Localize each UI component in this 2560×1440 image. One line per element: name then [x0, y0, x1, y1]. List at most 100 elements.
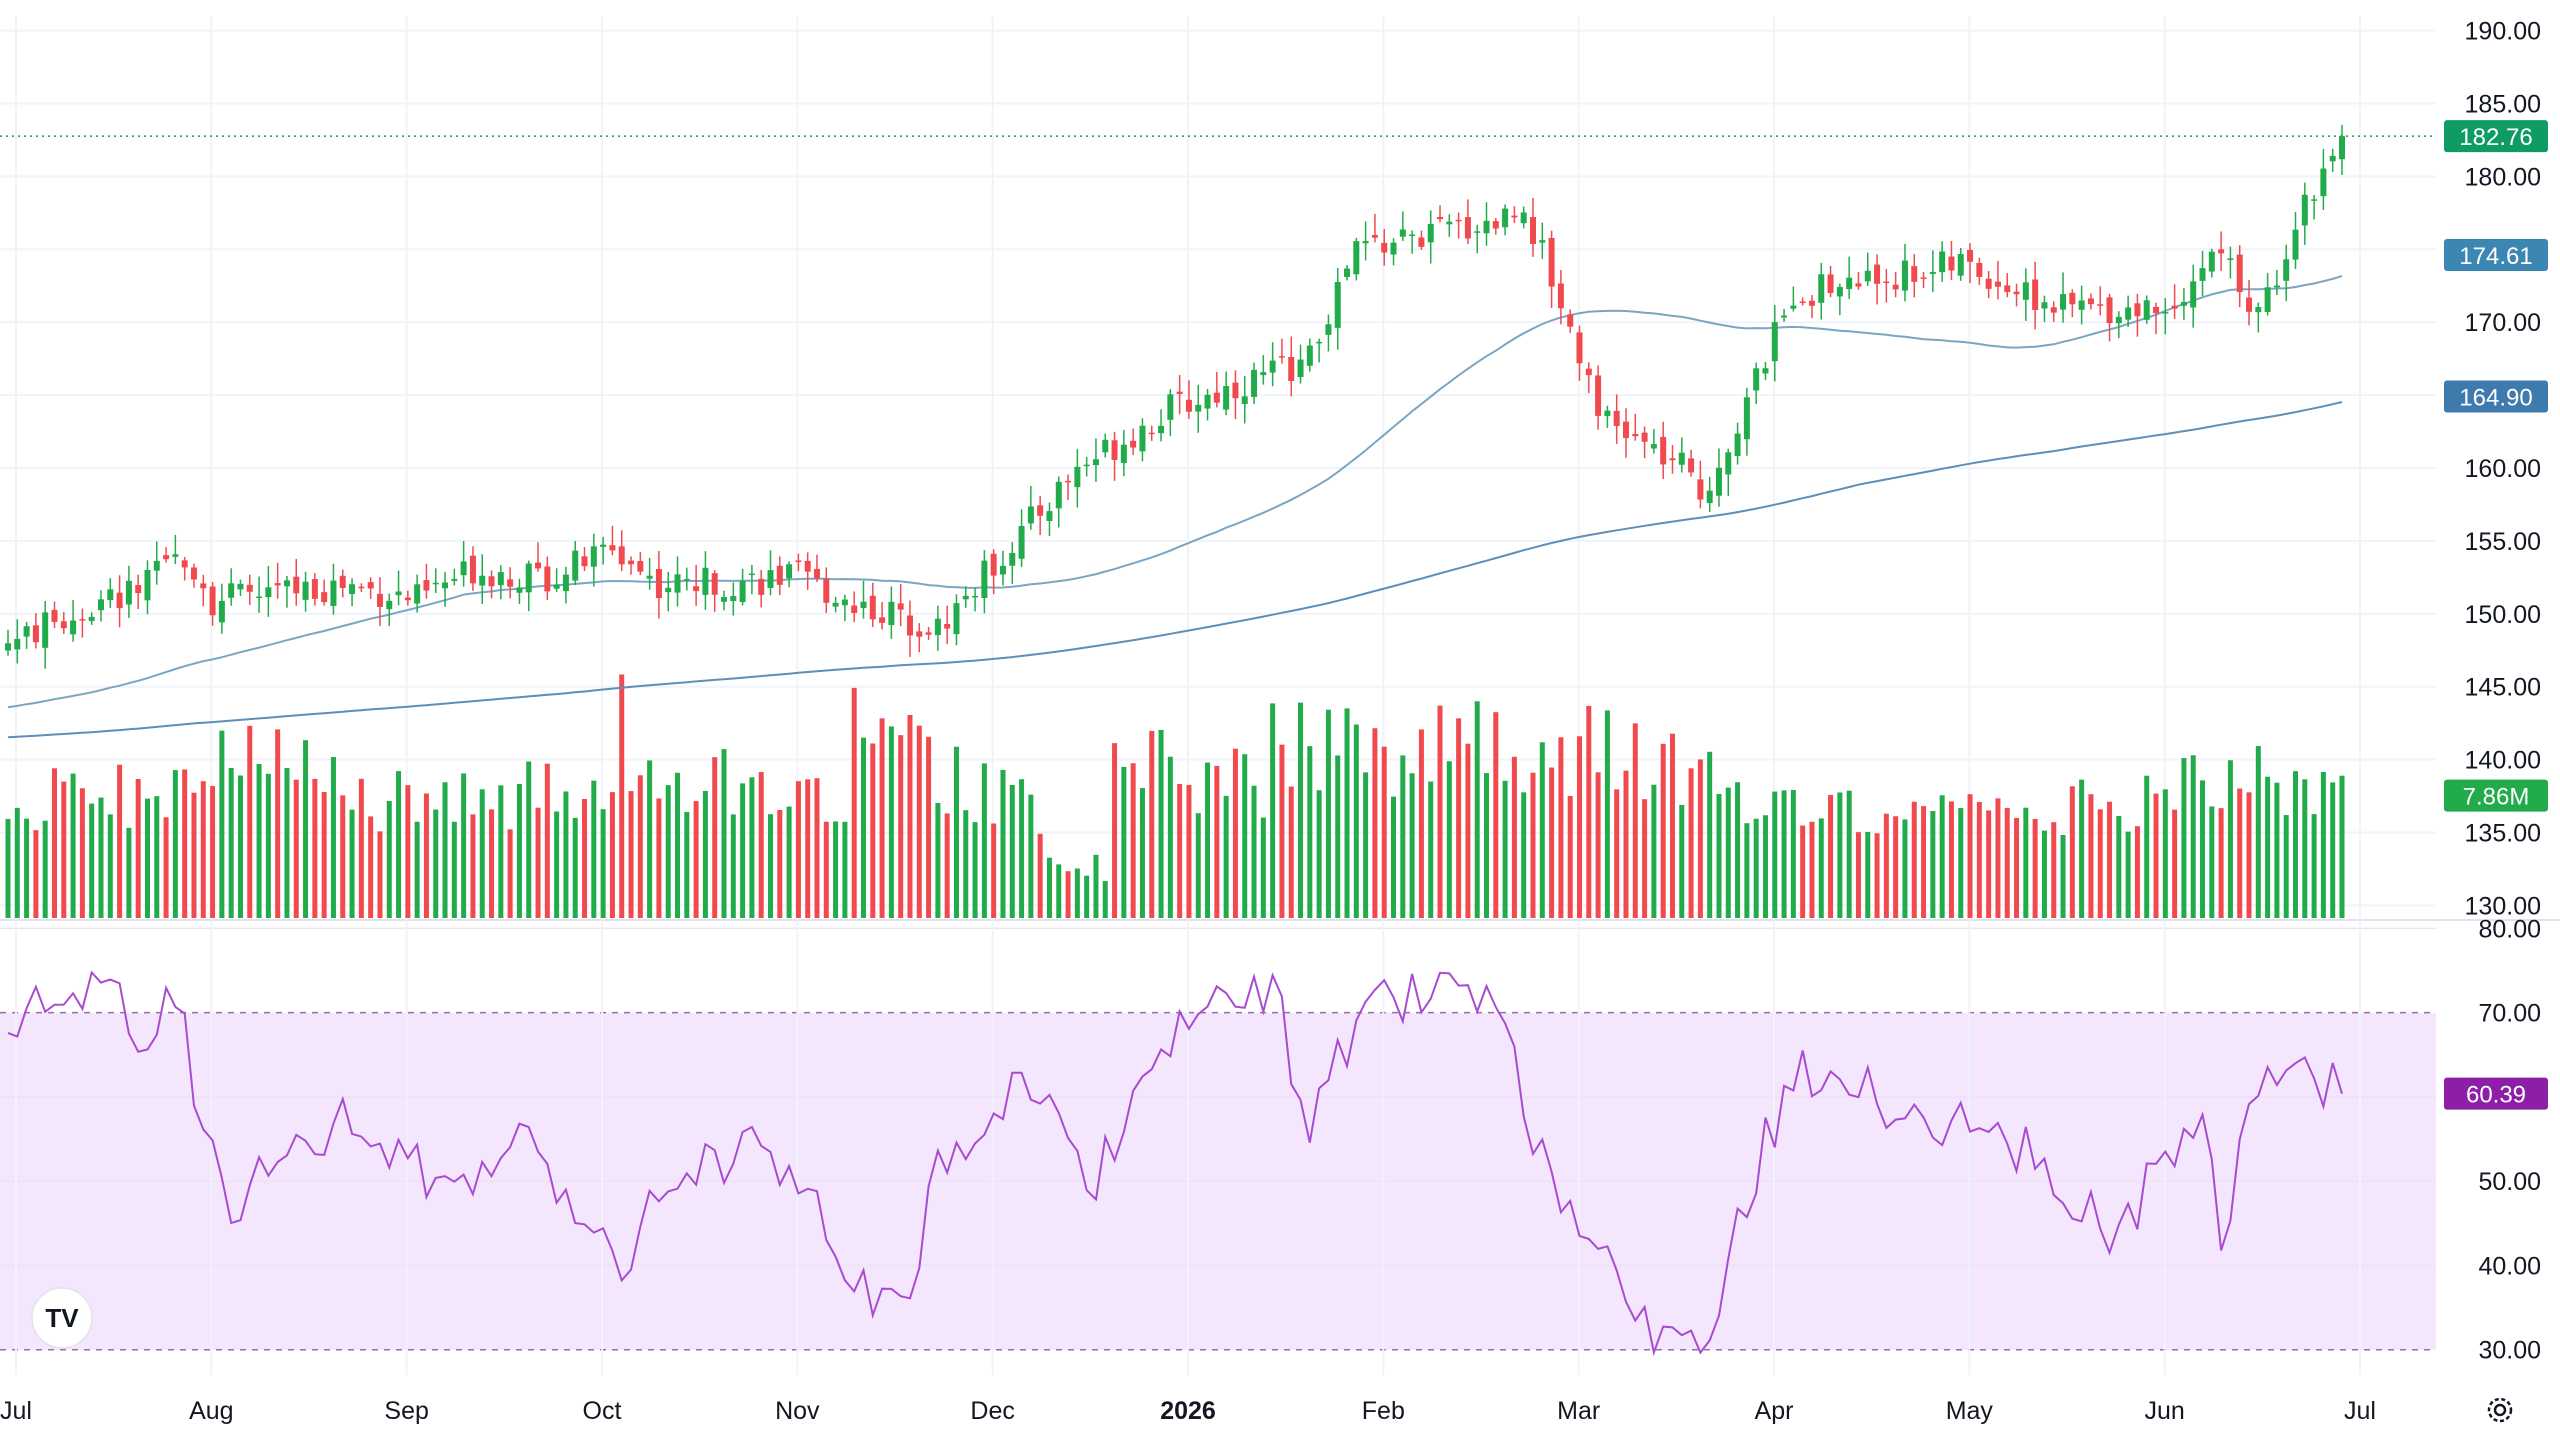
volume-bar [423, 793, 429, 918]
volume-bar [98, 797, 104, 918]
volume-bar [117, 764, 123, 918]
candle-body [51, 609, 58, 622]
volume-bar [795, 781, 801, 918]
volume-bar [1484, 773, 1490, 918]
volume-bar [368, 816, 374, 918]
candle-body [1874, 264, 1881, 284]
candle-body [1920, 277, 1927, 279]
candle-body [1929, 271, 1936, 274]
candle-body [330, 580, 337, 606]
volume-bar [2116, 816, 2122, 918]
volume-bar [1288, 786, 1294, 918]
candle-body [488, 576, 495, 587]
candle-body [14, 638, 21, 650]
candle-body [190, 567, 197, 580]
volume-bar [1986, 810, 1992, 918]
candle-body [367, 582, 374, 589]
volume-bar [1790, 789, 1796, 918]
tradingview-logo[interactable]: TV [31, 1287, 93, 1349]
volume-bar [842, 821, 848, 918]
volume-bar [1939, 795, 1945, 918]
volume-bar [516, 783, 522, 918]
volume-bar [14, 807, 20, 918]
volume-bar [554, 811, 560, 918]
candle-body [1530, 216, 1537, 244]
candle-body [1567, 314, 1574, 327]
volume-bar [135, 778, 141, 918]
volume-bar [907, 715, 913, 918]
current-price-badge-bg [2444, 120, 2548, 153]
volume-bar [1084, 875, 1090, 918]
candle-body [562, 574, 569, 592]
candle-body [163, 555, 170, 560]
candle-body [1790, 305, 1797, 309]
candle-body [2339, 136, 2345, 160]
volume-bar [182, 769, 188, 918]
volume-bar [2023, 807, 2029, 918]
volume-bar [758, 772, 764, 918]
time-axis-label: Jul [2344, 1397, 2376, 1425]
volume-bar [1846, 790, 1852, 918]
volume-bar [1902, 819, 1908, 918]
volume-bar [163, 817, 169, 918]
volume-bar [1567, 795, 1573, 918]
volume-bar [1642, 799, 1648, 918]
volume-bar [2041, 830, 2047, 918]
volume-bar [1158, 729, 1164, 918]
time-axis-label: Aug [189, 1397, 233, 1425]
candle-body [311, 579, 318, 599]
candle-body [879, 617, 886, 623]
volume-bar [70, 773, 76, 918]
price-tick-label: 135.00 [2465, 820, 2541, 848]
volume-badge: 7.86M [2463, 784, 2530, 811]
volume-bar [1511, 756, 1517, 918]
gear-icon[interactable] [2487, 1397, 2513, 1423]
volume-bar [433, 809, 439, 918]
candle-body [1344, 268, 1351, 277]
volume-bars [5, 674, 2345, 918]
volume-badge-bg [2444, 779, 2548, 812]
candle-body [1204, 394, 1211, 409]
candle-body [172, 554, 179, 557]
volume-bar [89, 803, 95, 918]
candle-body [1706, 490, 1713, 504]
candle-body [1009, 552, 1016, 566]
volume-bar [2320, 771, 2326, 918]
candle-body [70, 620, 77, 635]
volume-bar [675, 772, 681, 918]
volume-bar [544, 763, 550, 918]
volume-bar [1632, 723, 1638, 918]
candle-body [97, 599, 104, 611]
candle-body [1669, 458, 1676, 461]
candle-body [1976, 262, 1983, 277]
volume-bar [619, 674, 625, 918]
candle-body [265, 587, 272, 598]
volume-bar [1818, 818, 1824, 918]
candle-body [1660, 436, 1667, 465]
candle-body [776, 565, 783, 585]
volume-bar [1474, 701, 1480, 918]
volume-bar [1651, 784, 1657, 918]
candle-body [1604, 410, 1611, 417]
candle-body [758, 578, 765, 595]
candle-body [23, 626, 30, 637]
candle-body [516, 587, 523, 593]
candle-body [1743, 397, 1750, 440]
volume-bar [1167, 756, 1173, 918]
candle-body [2273, 285, 2280, 288]
volume-bar [284, 767, 290, 918]
candle-body [851, 605, 858, 614]
volume-bar [1967, 794, 1973, 918]
volume-bar [1112, 743, 1118, 918]
candle-body [916, 631, 923, 637]
candle-body [1306, 345, 1313, 366]
candle-body [2329, 155, 2336, 162]
time-axis-label: Oct [583, 1397, 622, 1425]
volume-bar [1753, 818, 1759, 918]
volume-bar [2218, 808, 2224, 918]
candle-body [655, 568, 662, 599]
candle-body [414, 584, 421, 604]
candle-body [767, 570, 774, 589]
